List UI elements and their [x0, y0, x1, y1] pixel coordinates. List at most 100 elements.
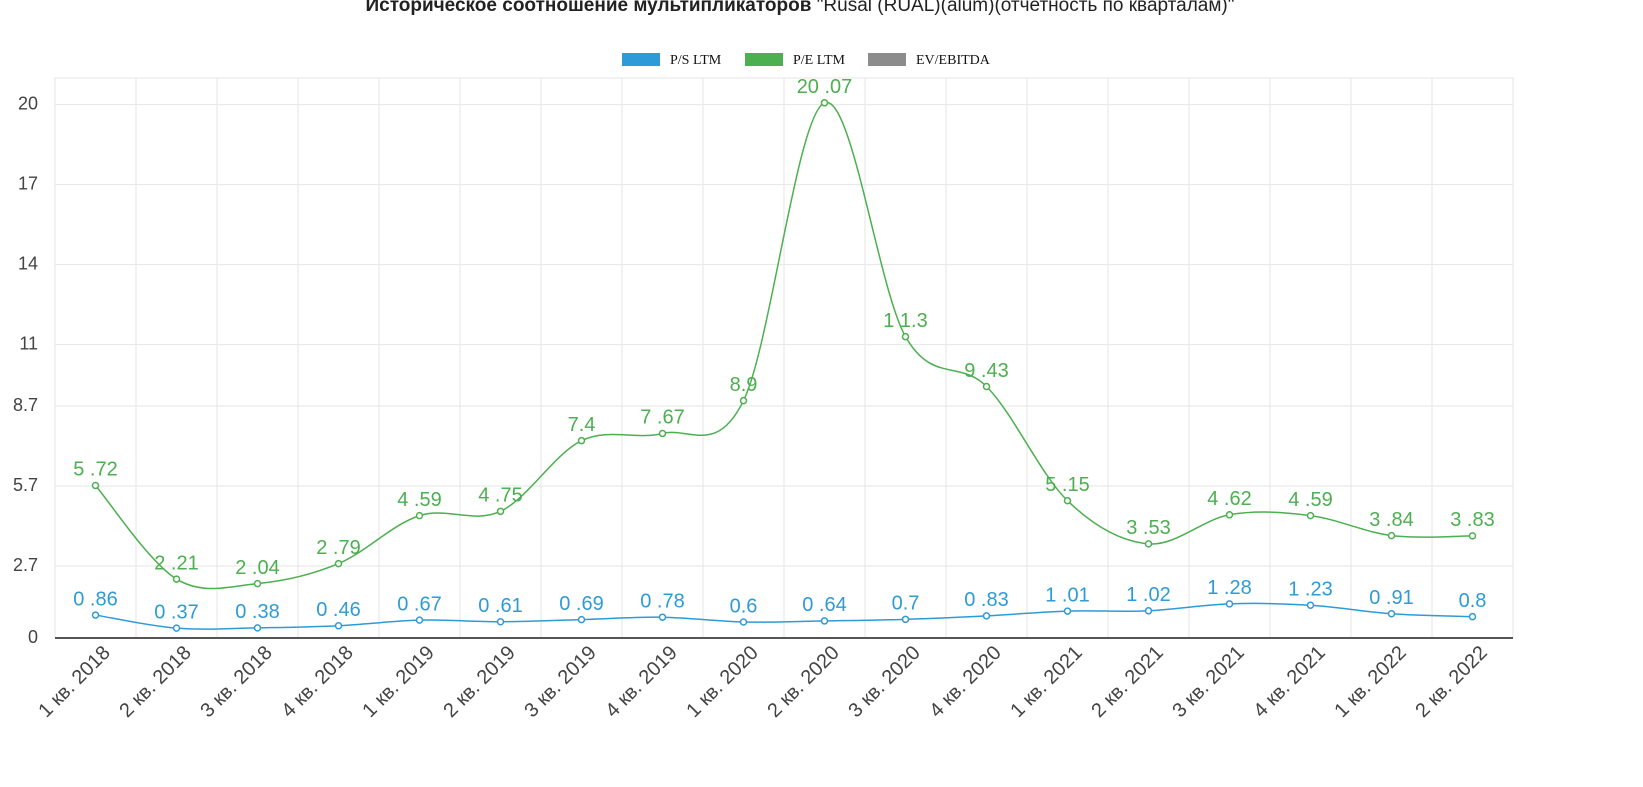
data-label: 8.9: [730, 374, 758, 396]
data-point: [415, 511, 424, 520]
x-tick-label: 4 кв. 2020: [925, 642, 1005, 722]
data-label: 5 .15: [1045, 474, 1089, 496]
data-label: 0.7: [892, 593, 920, 615]
data-point: [253, 624, 262, 632]
data-point: [172, 575, 181, 583]
series-line: [95, 602, 1473, 630]
chart-title: Историческое соотношение мультипликаторо…: [365, 0, 1234, 16]
data-label: 0 .37: [154, 601, 198, 623]
data-label: 3 .53: [1126, 517, 1170, 539]
x-tick-label: 4 кв. 2018: [277, 642, 357, 722]
data-point: [1306, 601, 1315, 609]
data-label: 0 .91: [1369, 587, 1413, 609]
data-label: 0.6: [730, 595, 758, 617]
data-label: 0 .38: [235, 601, 279, 623]
data-label: 0 .64: [802, 594, 846, 616]
data-label: 1 1.3: [883, 310, 927, 332]
data-point: [820, 617, 829, 625]
data-label: 0 .86: [73, 588, 117, 610]
data-label: 1 .02: [1126, 584, 1170, 606]
data-point: [1063, 607, 1072, 615]
title-main: Историческое соотношение мультипликаторо…: [365, 0, 811, 16]
data-point: [901, 615, 910, 624]
data-label: 7.4: [568, 414, 596, 436]
data-label: 7 .67: [640, 407, 684, 429]
y-tick-label: 8.7: [13, 395, 38, 415]
data-label: 0 .69: [559, 593, 603, 615]
legend-label: EV/EBITDA: [916, 53, 991, 68]
data-label: 2 .04: [235, 557, 279, 579]
data-label: 0 .61: [478, 595, 522, 617]
data-point: [334, 621, 343, 630]
data-point: [658, 429, 667, 438]
data-label: 4 .75: [478, 485, 522, 507]
data-label: 1 .01: [1045, 584, 1089, 606]
data-point: [172, 624, 181, 632]
data-point: [91, 611, 100, 619]
data-label: 20 .07: [797, 76, 853, 98]
y-tick-label: 5.7: [13, 475, 38, 495]
x-tick-label: 1 кв. 2018: [34, 642, 114, 722]
x-tick-label: 2 кв. 2019: [439, 642, 519, 722]
data-label: 0 .78: [640, 590, 684, 612]
data-point: [1306, 511, 1315, 520]
legend-label: P/E LTM: [793, 53, 846, 68]
x-tick-label: 1 кв. 2021: [1006, 642, 1086, 722]
data-label: 0 .67: [397, 593, 441, 615]
x-tick-label: 1 кв. 2019: [358, 642, 438, 722]
data-label: 3 .83: [1450, 509, 1494, 531]
data-point: [982, 382, 991, 391]
y-tick-label: 2.7: [13, 555, 38, 575]
y-tick-label: 11: [19, 333, 38, 353]
x-tick-label: 2 кв. 2018: [115, 642, 195, 722]
x-tick-label: 2 кв. 2021: [1087, 642, 1167, 722]
x-tick-label: 3 кв. 2021: [1168, 642, 1248, 722]
data-point: [91, 481, 100, 490]
data-label: 0.8: [1459, 590, 1487, 612]
data-point: [1144, 607, 1153, 615]
data-label: 1 .23: [1288, 578, 1332, 600]
x-tick-label: 2 кв. 2022: [1411, 642, 1491, 722]
data-label: 4 .62: [1207, 488, 1251, 510]
data-label: 4 .59: [1288, 489, 1332, 511]
y-tick-label: 0: [28, 627, 38, 647]
y-tick-label: 17: [18, 173, 38, 193]
data-point: [658, 613, 667, 621]
data-point: [820, 99, 829, 107]
x-tick-label: 3 кв. 2020: [844, 642, 924, 722]
data-point: [253, 579, 262, 588]
data-point: [982, 612, 991, 620]
data-point: [496, 507, 505, 516]
legend-swatch: [622, 53, 660, 66]
data-point: [901, 332, 910, 341]
data-point: [1468, 532, 1477, 540]
y-tick-label: 14: [18, 253, 38, 273]
x-tick-label: 4 кв. 2019: [601, 642, 681, 722]
legend-swatch: [745, 53, 783, 66]
x-tick-label: 1 кв. 2020: [682, 642, 762, 722]
data-label: 0 .46: [316, 599, 360, 621]
data-point: [1063, 496, 1072, 505]
x-tick-label: 3 кв. 2018: [196, 642, 276, 722]
data-label: 2 .79: [316, 537, 360, 559]
data-label: 9 .43: [964, 360, 1008, 382]
title-detail: "Rusal (RUAL)(alum)(отчетность по кварта…: [817, 0, 1235, 16]
data-point: [1144, 540, 1153, 548]
data-point: [739, 618, 748, 626]
data-point: [1387, 609, 1396, 618]
data-label: 3 .84: [1369, 509, 1413, 531]
data-label: 0 .83: [964, 589, 1008, 611]
data-point: [1387, 531, 1396, 540]
data-label: 4 .59: [397, 489, 441, 511]
data-point: [334, 559, 343, 568]
x-tick-label: 2 кв. 2020: [763, 642, 843, 722]
data-point: [496, 617, 505, 626]
data-label: 2 .21: [154, 552, 198, 574]
data-point: [415, 616, 424, 624]
data-label: 5 .72: [73, 459, 117, 481]
x-tick-label: 4 кв. 2021: [1249, 642, 1329, 722]
x-tick-label: 1 кв. 2022: [1330, 642, 1410, 722]
legend-label: P/S LTM: [670, 53, 722, 68]
